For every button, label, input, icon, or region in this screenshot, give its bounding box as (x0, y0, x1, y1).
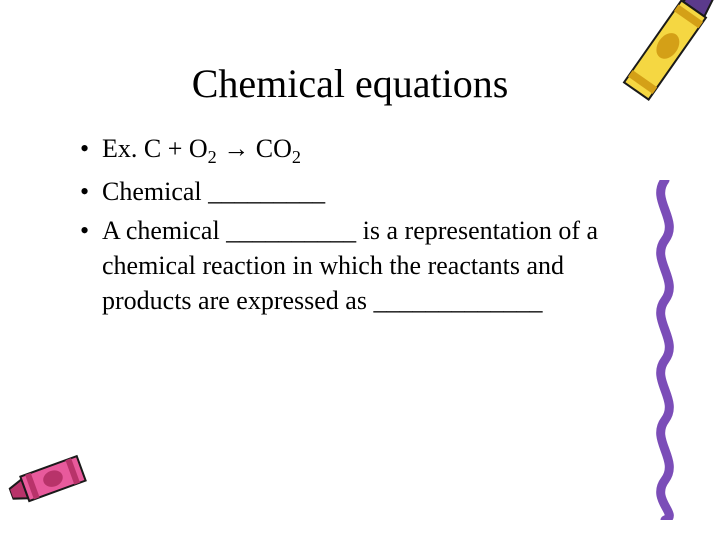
slide-title: Chemical equations (60, 60, 640, 107)
crayon-pink-icon (0, 429, 103, 541)
bullet-item: Ex. C + O2 → CO2 (80, 131, 640, 170)
squiggle-icon (645, 180, 685, 520)
bullet-item: A chemical __________ is a representatio… (80, 213, 640, 318)
bullet-item: Chemical _________ (80, 174, 640, 209)
crayon-yellow-icon (588, 0, 720, 133)
bullet-list: Ex. C + O2 → CO2 Chemical _________ A ch… (60, 131, 640, 318)
